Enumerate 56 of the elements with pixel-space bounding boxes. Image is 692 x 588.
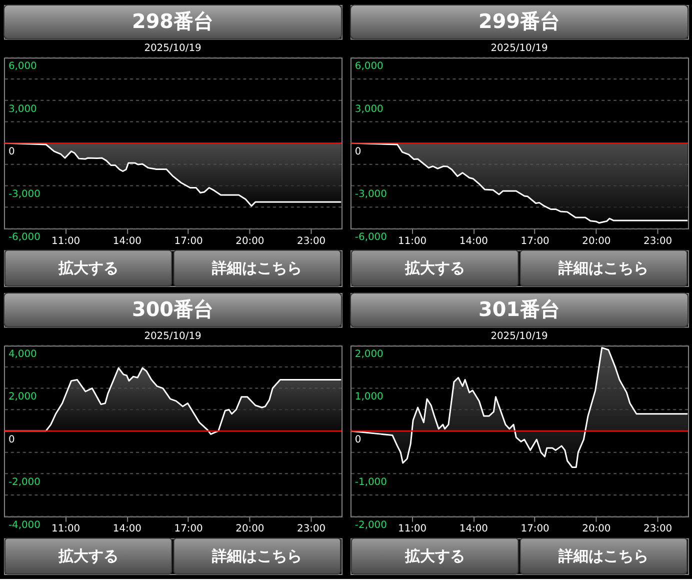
text: 詳細はこちら	[558, 259, 649, 278]
y-tick-label: 0	[354, 146, 362, 158]
chart-subtitle: 2025/10/19	[490, 331, 548, 342]
chart-title: 299番台	[478, 10, 560, 33]
y-tick-label: 2,000	[8, 392, 37, 403]
y-tick-label: -1,000	[354, 477, 387, 488]
text: 拡大する	[57, 547, 118, 566]
text: 詳細はこちら	[211, 259, 302, 278]
text: 拡大する	[57, 259, 118, 278]
text: 拡大する	[404, 547, 465, 566]
y-tick-label: 6,000	[354, 61, 384, 72]
x-tick-label: 20:00	[582, 524, 611, 535]
y-tick-label: -2,000	[354, 520, 387, 531]
chart-subtitle: 2025/10/19	[144, 331, 202, 342]
y-tick-label: -6,000	[354, 232, 387, 243]
chart-subtitle: 2025/10/19	[144, 43, 202, 54]
x-tick-label: 20:00	[236, 236, 264, 247]
y-tick-label: -3,000	[8, 189, 40, 200]
x-tick-label: 11:00	[52, 236, 80, 247]
y-tick-label: 4,000	[8, 349, 37, 360]
x-tick-label: 20:00	[582, 236, 611, 247]
x-tick-label: 23:00	[644, 524, 672, 535]
y-tick-label: 2,000	[354, 349, 384, 360]
x-tick-label: 14:00	[112, 524, 142, 535]
y-tick-label: -2,000	[8, 477, 40, 488]
x-tick-label: 20:00	[236, 524, 264, 535]
x-tick-label: 14:00	[112, 236, 142, 247]
text: 拡大する	[404, 259, 465, 278]
chart-title: 301番台	[478, 298, 560, 321]
x-tick-label: 17:00	[520, 236, 550, 247]
text: 詳細はこちら	[558, 547, 649, 566]
y-tick-label: 3,000	[354, 104, 384, 115]
x-tick-label: 11:00	[398, 524, 427, 535]
x-tick-label: 11:00	[52, 524, 80, 535]
chart-title: 298番台	[132, 10, 214, 33]
y-tick-label: 0	[8, 146, 15, 158]
y-tick-label: -6,000	[8, 232, 40, 243]
chart-subtitle: 2025/10/19	[490, 43, 548, 54]
x-tick-label: 17:00	[520, 524, 550, 535]
x-tick-label: 23:00	[297, 236, 326, 247]
x-tick-label: 14:00	[459, 236, 488, 247]
x-tick-label: 23:00	[297, 524, 326, 535]
y-tick-label: 6,000	[8, 61, 37, 72]
x-tick-label: 17:00	[174, 236, 203, 247]
y-tick-label: 0	[354, 434, 362, 446]
y-tick-label: 1,000	[354, 392, 384, 403]
y-tick-label: 3,000	[8, 104, 37, 115]
x-tick-label: 23:00	[644, 236, 672, 247]
chart-title: 300番台	[132, 298, 214, 321]
text: 詳細はこちら	[211, 547, 302, 566]
y-tick-label: -4,000	[8, 520, 40, 531]
x-tick-label: 11:00	[398, 236, 427, 247]
x-tick-label: 17:00	[174, 524, 203, 535]
y-tick-label: -3,000	[354, 189, 387, 200]
x-tick-label: 14:00	[459, 524, 488, 535]
y-tick-label: 0	[8, 434, 15, 446]
